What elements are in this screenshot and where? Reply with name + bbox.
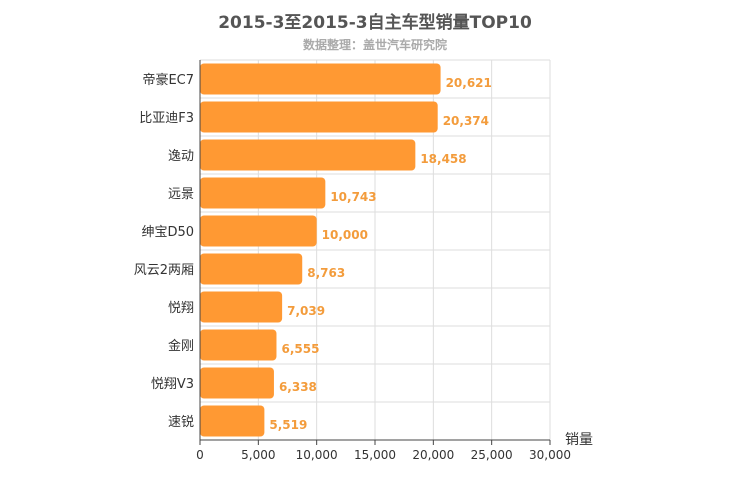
- bar: [200, 329, 277, 361]
- x-axis-title: 销量: [565, 432, 593, 448]
- x-tick-label: 5,000: [241, 448, 275, 462]
- bar: [200, 291, 283, 323]
- bar: [200, 101, 438, 133]
- chart-title: 2015-3至2015-3自主车型销量TOP10: [218, 13, 532, 33]
- category-label: 帝豪EC7: [142, 72, 194, 88]
- value-label: 5,519: [269, 418, 307, 432]
- x-tick-label: 0: [196, 448, 204, 462]
- category-label: 绅宝D50: [141, 225, 194, 240]
- x-tick-label: 25,000: [471, 448, 513, 462]
- category-label: 速锐: [168, 415, 194, 430]
- category-label: 比亚迪F3: [139, 111, 194, 126]
- value-label: 7,039: [287, 304, 325, 318]
- bar: [200, 253, 303, 285]
- value-label: 6,555: [281, 342, 319, 356]
- value-label: 10,000: [322, 228, 368, 242]
- value-label: 20,621: [446, 76, 492, 90]
- bar: [200, 139, 416, 171]
- value-label: 8,763: [307, 266, 345, 280]
- value-label: 20,374: [443, 114, 489, 128]
- chart-subtitle: 数据整理：盖世汽车研究院: [302, 38, 447, 52]
- x-tick-label: 20,000: [412, 448, 454, 462]
- x-tick-label: 15,000: [354, 448, 396, 462]
- category-label: 悦翔: [168, 301, 194, 316]
- category-label: 金刚: [168, 338, 194, 354]
- bar: [200, 405, 265, 437]
- bar: [200, 63, 441, 95]
- value-label: 10,743: [330, 190, 376, 204]
- category-label: 悦翔V3: [151, 377, 194, 392]
- category-label: 风云2两厢: [134, 263, 194, 278]
- bar: [200, 367, 274, 399]
- category-label: 逸动: [168, 149, 194, 164]
- bar: [200, 177, 326, 209]
- value-label: 18,458: [420, 152, 466, 166]
- x-tick-label: 10,000: [296, 448, 338, 462]
- x-tick-label: 30,000: [529, 448, 571, 462]
- value-label: 6,338: [279, 380, 317, 394]
- category-label: 远景: [168, 187, 194, 202]
- bar: [200, 215, 317, 247]
